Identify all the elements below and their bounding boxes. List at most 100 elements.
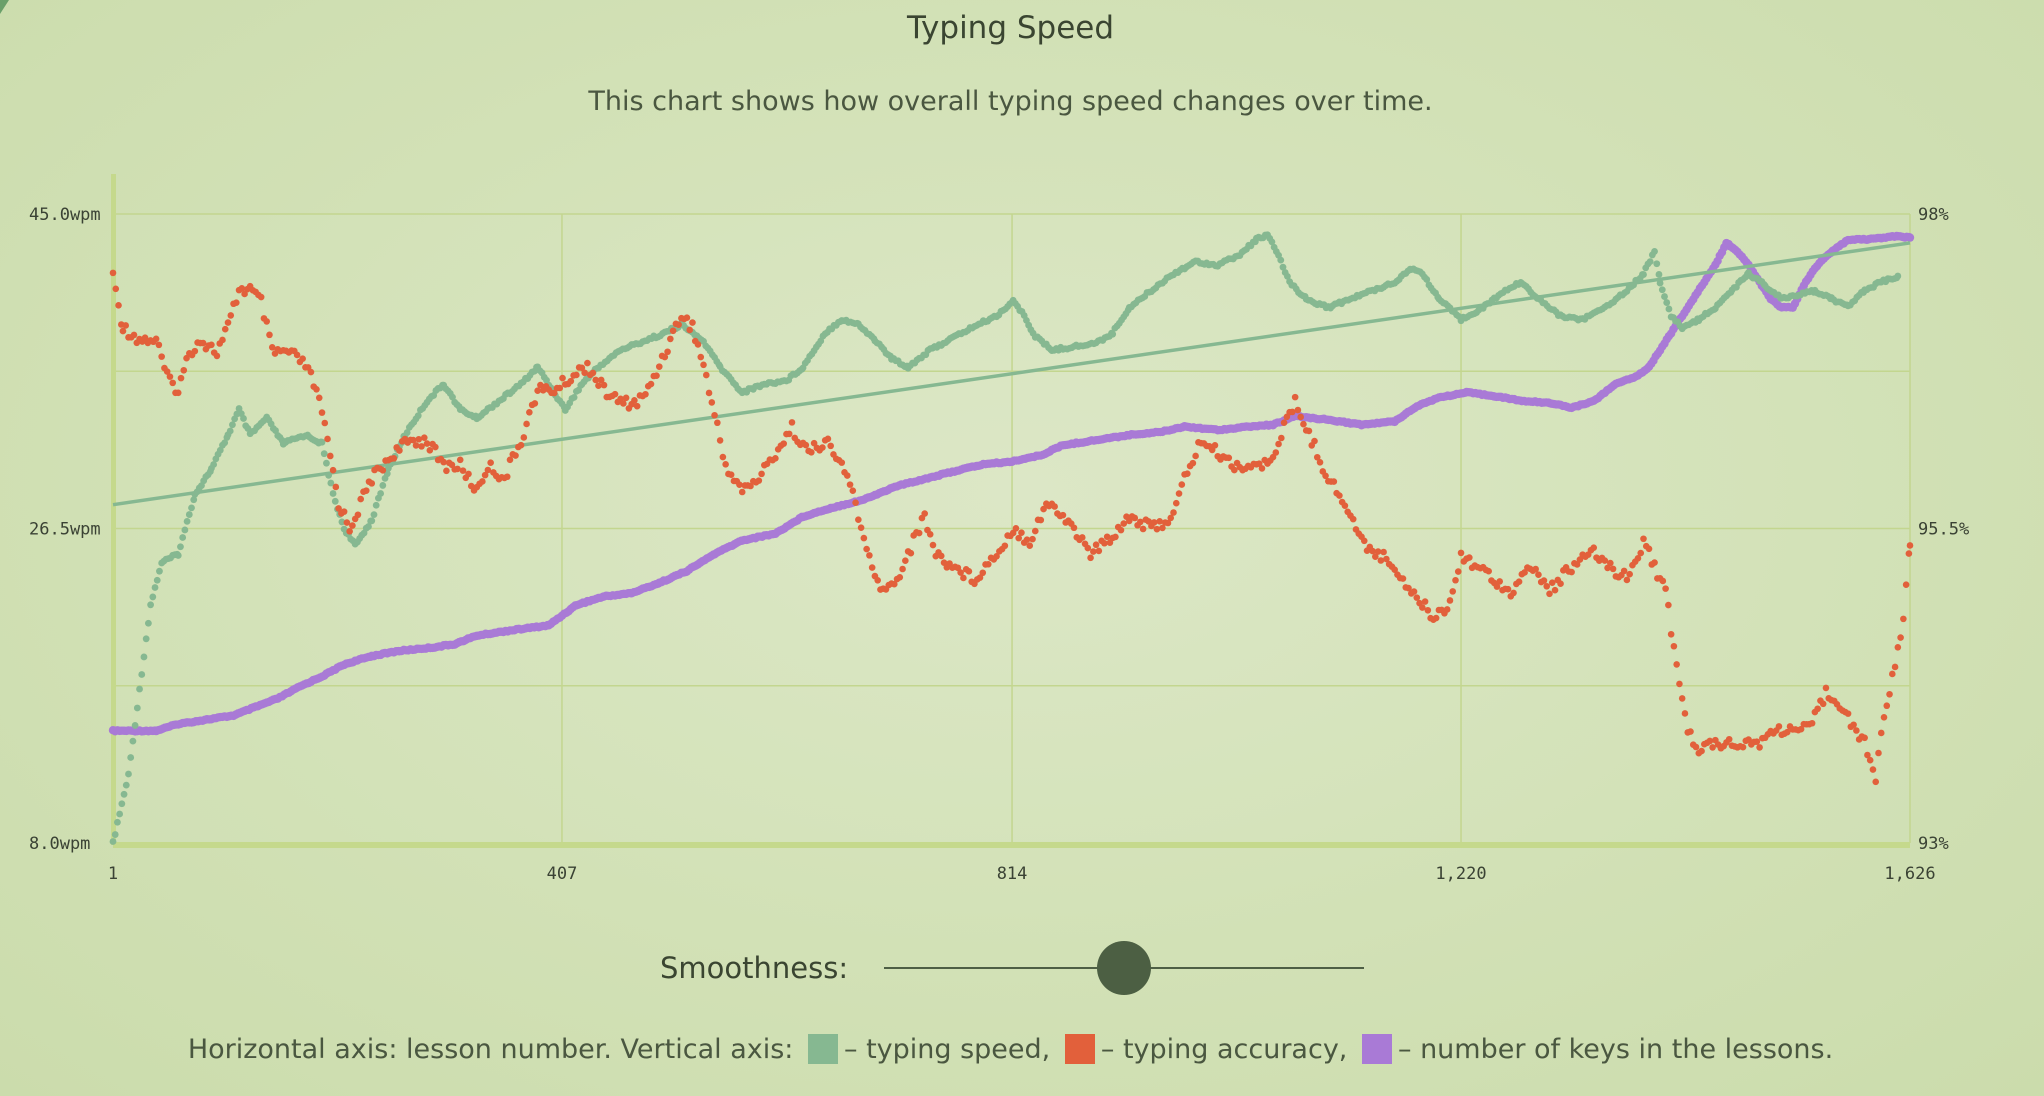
accuracy-point	[122, 322, 130, 329]
speed-point	[174, 552, 182, 559]
accuracy-point	[694, 341, 702, 348]
accuracy-point	[1360, 537, 1368, 545]
accuracy-point	[1289, 408, 1296, 416]
accuracy-point	[1576, 556, 1584, 563]
accuracy-point	[675, 321, 682, 329]
accuracy-point	[1449, 588, 1457, 595]
accuracy-point	[180, 366, 188, 374]
accuracy-point	[465, 470, 472, 478]
accuracy-point	[1667, 630, 1675, 638]
legend-keys-swatch	[1361, 1034, 1392, 1064]
accuracy-point	[1573, 561, 1581, 568]
accuracy-point	[1023, 536, 1031, 543]
accuracy-point	[722, 461, 729, 468]
accuracy-point	[329, 466, 337, 474]
accuracy-point	[1607, 559, 1614, 567]
accuracy-point	[224, 319, 232, 326]
speed-point	[1109, 330, 1117, 338]
accuracy-point	[711, 411, 718, 419]
speed-point	[1279, 263, 1287, 271]
accuracy-point	[1864, 751, 1871, 759]
speed-point	[188, 504, 195, 512]
accuracy-point	[454, 465, 461, 473]
speed-point	[138, 671, 146, 678]
accuracy-point	[1106, 539, 1114, 546]
accuracy-point	[655, 363, 663, 370]
accuracy-point	[620, 400, 627, 407]
accuracy-point	[221, 325, 229, 333]
accuracy-point	[1175, 490, 1183, 497]
accuracy-point	[520, 434, 528, 441]
speed-point	[177, 543, 184, 551]
accuracy-point	[349, 522, 356, 529]
slider-thumb[interactable]	[1097, 941, 1152, 995]
speed-point	[1894, 272, 1902, 280]
speed-point	[379, 482, 387, 489]
accuracy-point	[1814, 705, 1821, 713]
speed-point	[1640, 271, 1647, 278]
accuracy-point	[293, 351, 301, 359]
accuracy-point	[1902, 581, 1910, 589]
accuracy-point	[700, 361, 707, 369]
accuracy-point	[1557, 580, 1564, 588]
accuracy-point	[512, 452, 519, 459]
speed-point	[183, 517, 191, 525]
accuracy-point	[263, 318, 271, 325]
accuracy-point	[581, 369, 588, 377]
accuracy-point	[109, 269, 117, 277]
accuracy-point	[1059, 511, 1067, 519]
accuracy-point	[1808, 719, 1816, 727]
speed-point	[377, 490, 385, 497]
accuracy-point	[233, 299, 240, 306]
accuracy-point	[531, 400, 539, 407]
accuracy-point	[191, 347, 199, 355]
accuracy-point	[340, 508, 348, 515]
accuracy-point	[714, 419, 721, 427]
speed-point	[144, 619, 152, 627]
accuracy-point	[896, 573, 904, 581]
accuracy-point	[479, 478, 486, 485]
accuracy-point	[852, 499, 859, 506]
accuracy-point	[1341, 502, 1349, 509]
speed-trend-line	[112, 241, 1911, 507]
speed-point	[140, 653, 148, 661]
accuracy-point	[177, 374, 185, 382]
speed-point	[1651, 248, 1658, 255]
accuracy-point	[174, 389, 182, 397]
accuracy-point	[633, 402, 641, 410]
accuracy-point	[1225, 454, 1233, 462]
accuracy-point	[526, 409, 533, 416]
accuracy-point	[169, 379, 177, 387]
accuracy-point	[960, 574, 967, 582]
accuracy-point	[1192, 452, 1199, 460]
smoothness-control: Smoothness:	[660, 940, 1365, 996]
accuracy-point	[534, 387, 541, 395]
accuracy-point	[299, 355, 306, 363]
accuracy-point	[213, 352, 221, 360]
legend-prefix: Horizontal axis: lesson number. Vertical…	[187, 1034, 794, 1065]
corner-indicator	[0, 0, 9, 14]
accuracy-point	[1521, 569, 1528, 576]
accuracy-point	[1532, 565, 1539, 573]
accuracy-point	[780, 440, 787, 447]
speed-point	[129, 737, 137, 745]
accuracy-point	[357, 495, 365, 503]
accuracy-point	[1645, 545, 1653, 553]
accuracy-point	[1548, 579, 1556, 586]
accuracy-point	[1090, 548, 1097, 555]
accuracy-point	[827, 442, 834, 450]
accuracy-point	[1609, 565, 1617, 573]
x-tick-label: 1,626	[1884, 864, 1935, 884]
accuracy-point	[1886, 690, 1893, 698]
smoothness-slider[interactable]	[884, 940, 1365, 996]
speed-point	[1284, 273, 1291, 280]
accuracy-point	[755, 477, 763, 484]
accuracy-point	[155, 341, 163, 349]
chart-legend: Horizontal axis: lesson number. Vertical…	[0, 1034, 2021, 1065]
accuracy-point	[954, 564, 962, 572]
accuracy-point	[1543, 582, 1551, 590]
speed-point	[1658, 286, 1666, 294]
accuracy-point	[354, 511, 362, 519]
accuracy-point	[1413, 594, 1421, 601]
accuracy-point	[266, 331, 273, 339]
